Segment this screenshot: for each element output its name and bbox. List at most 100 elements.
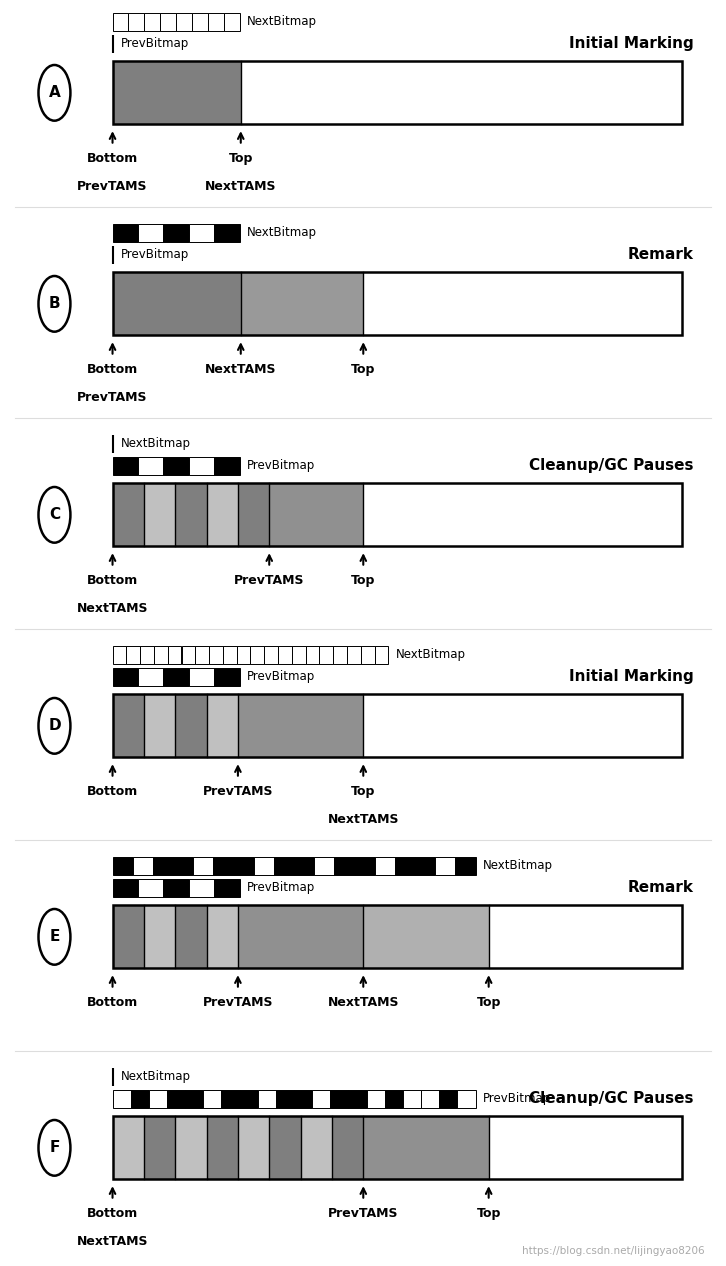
Bar bbox=[193, 857, 213, 875]
Bar bbox=[144, 694, 175, 757]
Bar bbox=[113, 61, 241, 124]
Bar bbox=[167, 1090, 185, 1108]
Bar bbox=[113, 694, 144, 757]
Bar bbox=[363, 905, 489, 968]
Bar bbox=[238, 484, 269, 547]
Bar bbox=[113, 879, 138, 896]
Bar bbox=[168, 646, 182, 663]
Text: Top: Top bbox=[476, 996, 501, 1009]
Bar bbox=[294, 857, 314, 875]
Text: PrevBitmap: PrevBitmap bbox=[483, 1093, 551, 1105]
Text: Bottom: Bottom bbox=[87, 996, 138, 1009]
Text: PrevBitmap: PrevBitmap bbox=[247, 460, 315, 472]
Bar bbox=[347, 646, 361, 663]
Bar bbox=[144, 1117, 175, 1180]
Bar bbox=[335, 857, 354, 875]
Bar bbox=[113, 646, 126, 663]
Bar bbox=[144, 13, 160, 30]
Bar bbox=[138, 457, 163, 475]
Bar bbox=[214, 457, 240, 475]
Text: PrevTAMS: PrevTAMS bbox=[203, 996, 273, 1009]
Bar bbox=[457, 1090, 476, 1108]
Bar bbox=[403, 1090, 421, 1108]
Text: Initial Marking: Initial Marking bbox=[568, 670, 693, 685]
Text: NextBitmap: NextBitmap bbox=[247, 15, 317, 28]
Text: Cleanup/GC Pauses: Cleanup/GC Pauses bbox=[529, 458, 693, 473]
Bar bbox=[113, 857, 133, 875]
Bar bbox=[375, 857, 395, 875]
Bar bbox=[207, 1117, 238, 1180]
Text: PrevBitmap: PrevBitmap bbox=[247, 881, 315, 894]
Text: NextTAMS: NextTAMS bbox=[77, 601, 148, 615]
Text: PrevTAMS: PrevTAMS bbox=[77, 180, 148, 192]
Text: Top: Top bbox=[351, 785, 375, 798]
Text: NextTAMS: NextTAMS bbox=[205, 180, 277, 192]
Bar bbox=[253, 857, 274, 875]
Bar bbox=[113, 13, 129, 30]
Text: Top: Top bbox=[229, 152, 253, 165]
Bar bbox=[278, 646, 292, 663]
Bar bbox=[209, 646, 223, 663]
Bar bbox=[415, 857, 435, 875]
Bar bbox=[113, 484, 144, 547]
Bar bbox=[241, 61, 682, 124]
Bar bbox=[301, 1117, 332, 1180]
Bar bbox=[223, 646, 237, 663]
Bar bbox=[113, 61, 682, 124]
Text: Bottom: Bottom bbox=[87, 1206, 138, 1220]
Bar bbox=[113, 694, 682, 757]
Bar bbox=[234, 857, 253, 875]
Bar bbox=[348, 1090, 367, 1108]
Text: Initial Marking: Initial Marking bbox=[568, 37, 693, 52]
Bar bbox=[144, 905, 175, 968]
Bar bbox=[113, 1090, 131, 1108]
Bar bbox=[207, 484, 238, 547]
Text: Bottom: Bottom bbox=[87, 573, 138, 587]
Bar bbox=[238, 1117, 269, 1180]
Text: Remark: Remark bbox=[627, 247, 693, 262]
Text: C: C bbox=[49, 508, 60, 523]
Bar bbox=[375, 646, 388, 663]
Text: E: E bbox=[49, 929, 60, 944]
Text: Cleanup/GC Pauses: Cleanup/GC Pauses bbox=[529, 1091, 693, 1106]
Bar bbox=[113, 272, 241, 335]
Text: NextTAMS: NextTAMS bbox=[327, 996, 399, 1009]
Text: Bottom: Bottom bbox=[87, 152, 138, 165]
Text: NextTAMS: NextTAMS bbox=[205, 363, 277, 376]
Bar bbox=[241, 272, 363, 335]
Bar bbox=[207, 694, 238, 757]
Bar bbox=[138, 224, 163, 242]
Text: Top: Top bbox=[351, 573, 375, 587]
Bar bbox=[354, 857, 375, 875]
Bar bbox=[455, 857, 476, 875]
Bar bbox=[160, 13, 176, 30]
Bar bbox=[269, 1117, 301, 1180]
Text: PrevTAMS: PrevTAMS bbox=[328, 1206, 399, 1220]
Bar bbox=[237, 646, 250, 663]
Bar bbox=[332, 1117, 363, 1180]
Bar bbox=[276, 1090, 294, 1108]
Bar bbox=[319, 646, 333, 663]
Bar bbox=[258, 1090, 276, 1108]
Bar bbox=[489, 1117, 682, 1180]
Bar bbox=[175, 694, 207, 757]
Bar bbox=[113, 905, 682, 968]
Bar bbox=[207, 905, 238, 968]
Bar bbox=[363, 484, 682, 547]
Bar bbox=[221, 1090, 240, 1108]
Bar bbox=[153, 857, 173, 875]
Bar bbox=[185, 1090, 203, 1108]
Bar bbox=[214, 224, 240, 242]
Bar bbox=[175, 905, 207, 968]
Text: NextBitmap: NextBitmap bbox=[396, 648, 465, 661]
Bar bbox=[214, 879, 240, 896]
Bar bbox=[312, 1090, 330, 1108]
Bar bbox=[363, 272, 682, 335]
Text: Bottom: Bottom bbox=[87, 785, 138, 798]
Text: D: D bbox=[48, 718, 61, 733]
Bar bbox=[113, 905, 144, 968]
Bar bbox=[330, 1090, 348, 1108]
Bar bbox=[208, 13, 224, 30]
Text: NextBitmap: NextBitmap bbox=[121, 437, 191, 451]
Bar bbox=[421, 1090, 439, 1108]
